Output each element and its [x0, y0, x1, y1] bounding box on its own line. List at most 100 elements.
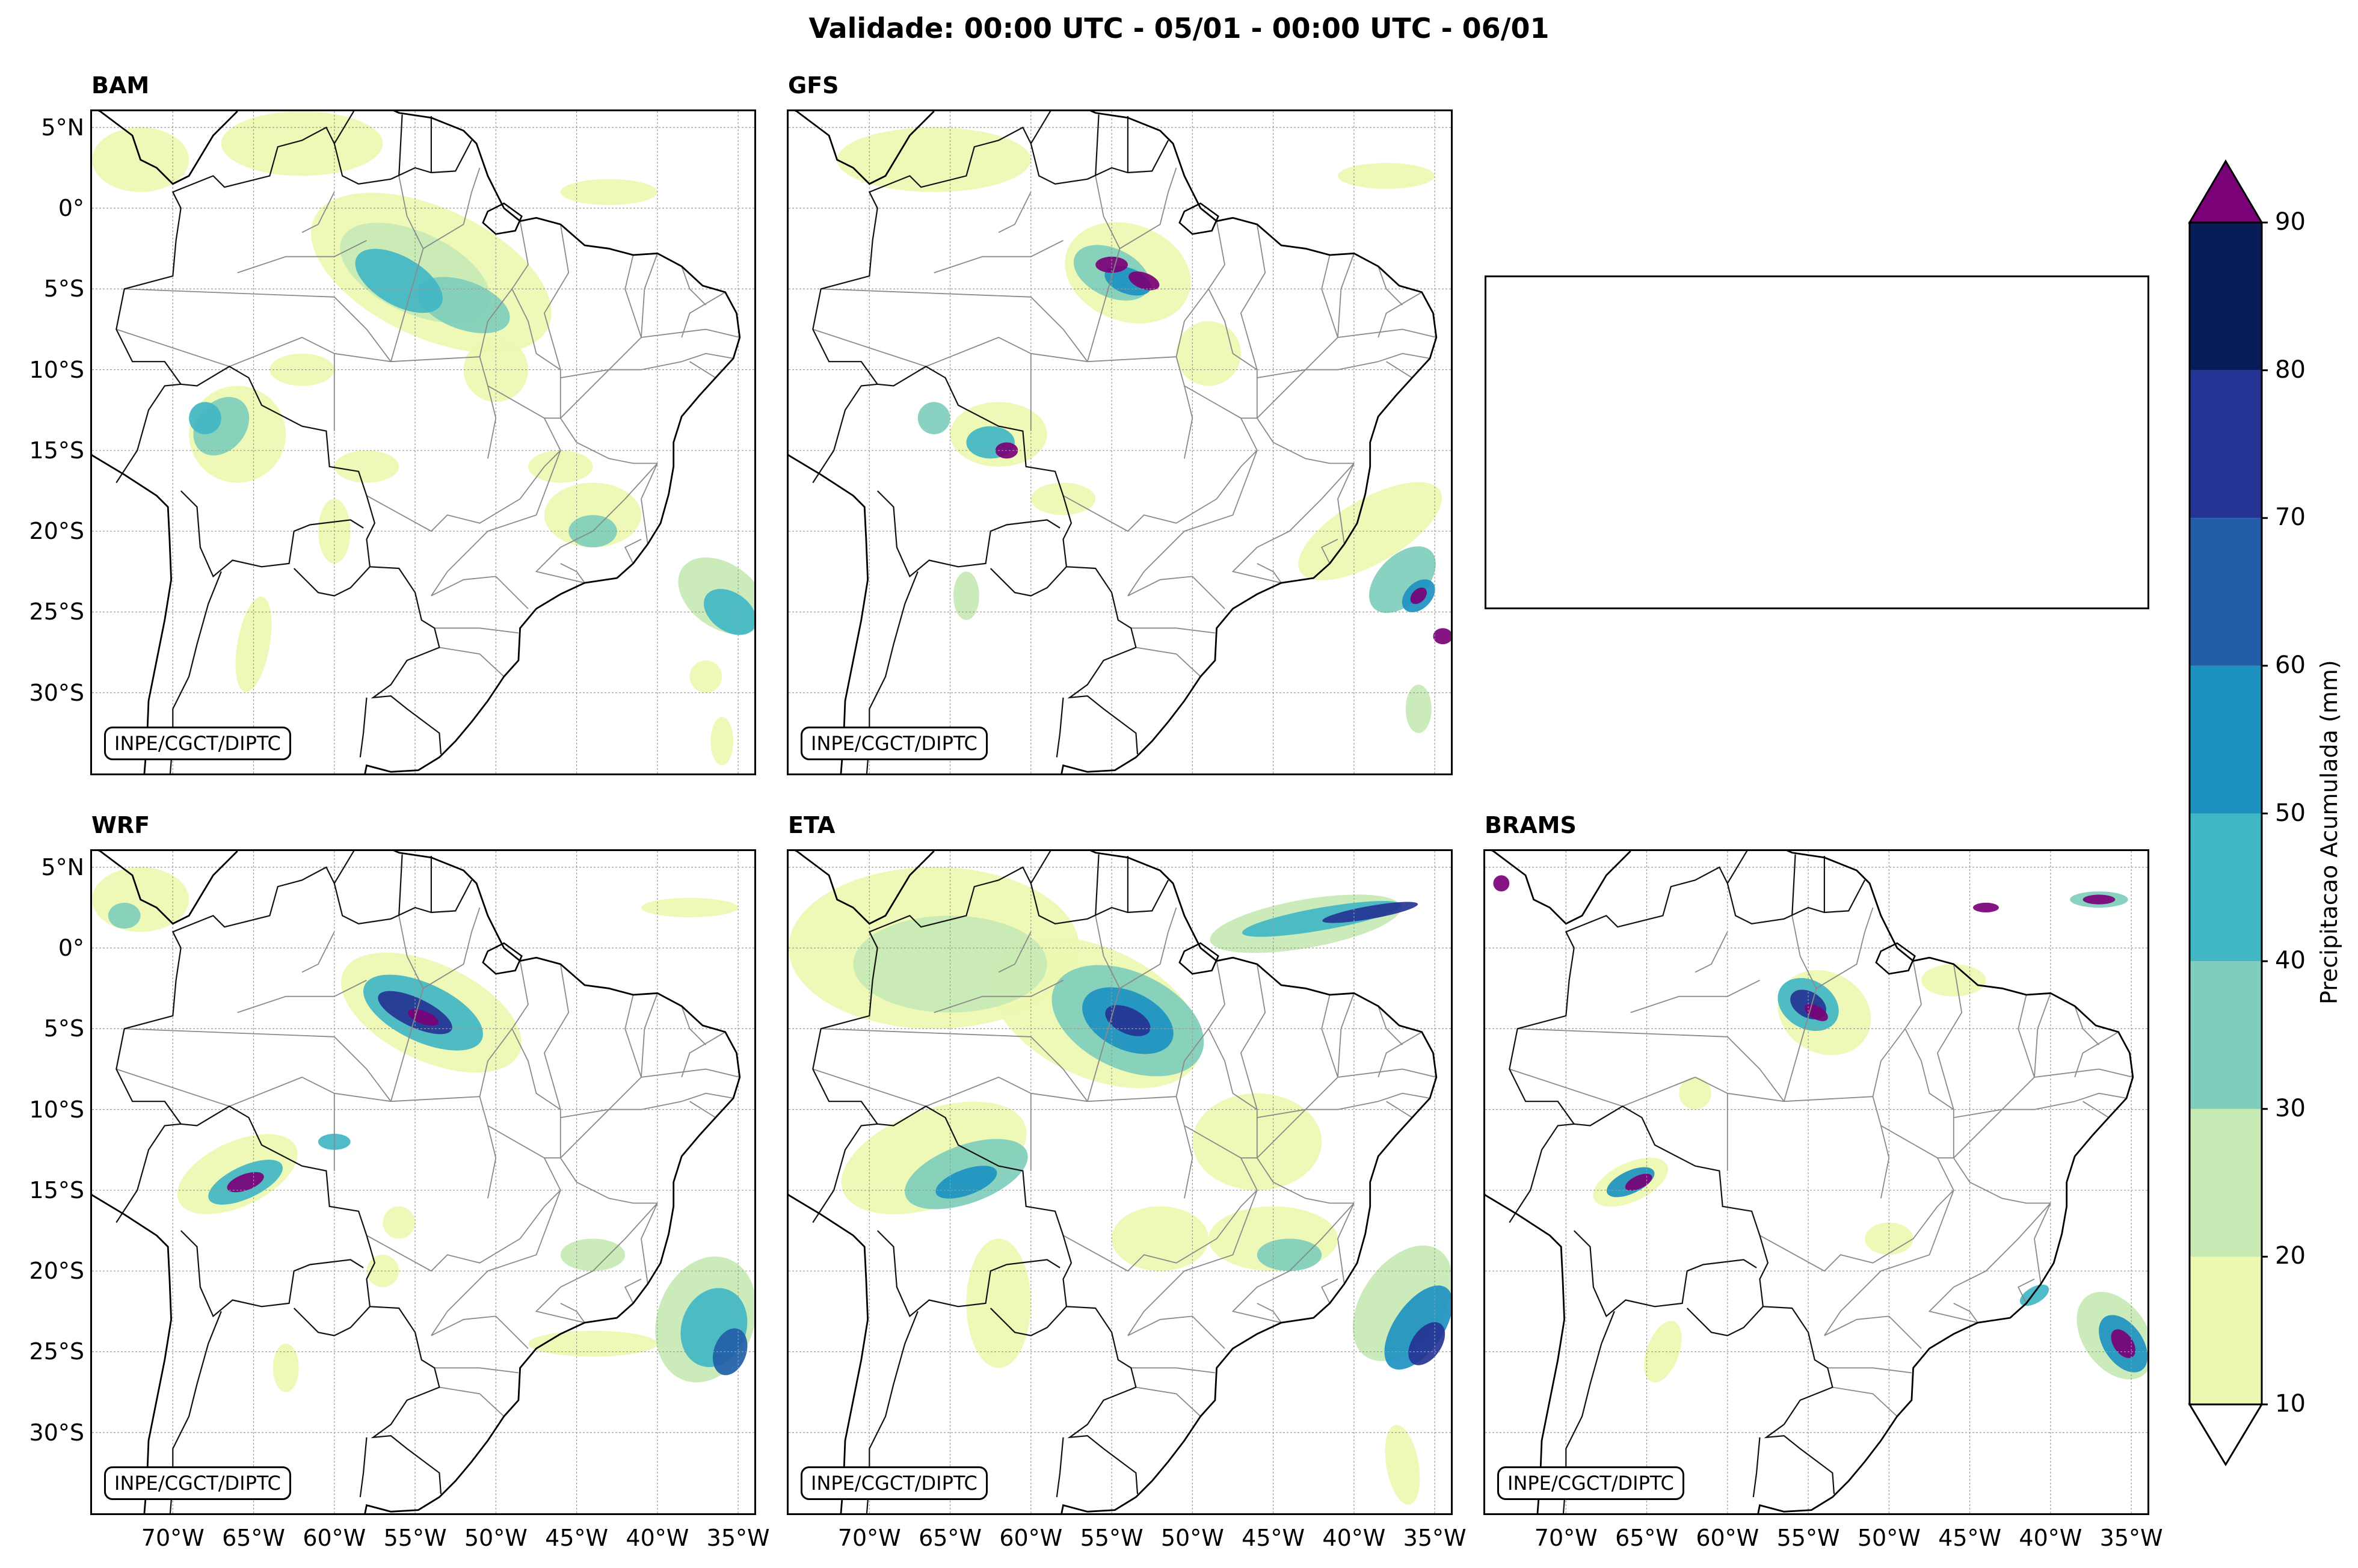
coastline-path: [789, 1193, 869, 1513]
lon-label: 35°W: [1403, 1525, 1467, 1551]
colorbar-segment: [2190, 518, 2262, 666]
state-border: [689, 1101, 716, 1118]
state-border: [1136, 1386, 1201, 1417]
state-border: [1386, 361, 1413, 378]
coastline-path: [364, 851, 741, 1513]
state-border: [560, 563, 585, 583]
precip-contour: [1176, 321, 1241, 386]
country-border: [359, 697, 368, 758]
lon-label: 65°W: [222, 1525, 285, 1551]
precip-contour: [528, 450, 593, 483]
country-border: [1030, 851, 1051, 884]
state-border: [998, 931, 1032, 973]
state-borders: [116, 907, 740, 1417]
state-border: [641, 1203, 658, 1284]
state-borders: [1509, 907, 2134, 1417]
country-border: [812, 866, 1169, 1125]
lon-label: 70°W: [141, 1525, 205, 1551]
precip-contour: [710, 717, 734, 766]
state-border: [2034, 992, 2051, 1078]
precip-contour: [966, 1238, 1031, 1368]
coastline-path: [1060, 851, 1438, 1513]
state-border: [1257, 1303, 1282, 1323]
precip-contour: [1972, 902, 1999, 913]
state-border: [1630, 979, 1760, 1013]
country-border: [1095, 114, 1100, 176]
state-border: [535, 1202, 658, 1323]
coastline-path: [92, 1193, 173, 1513]
colorbar-segment: [2190, 223, 2262, 370]
precip-contour: [1338, 162, 1435, 189]
state-border: [237, 239, 367, 274]
state-border: [681, 1031, 726, 1078]
coastline-path: [97, 111, 238, 185]
state-border: [229, 337, 335, 431]
state-border: [1337, 328, 1437, 338]
state-border: [1127, 576, 1225, 609]
colorbar-tick-label: 20: [2275, 1242, 2306, 1270]
precip-contour: [108, 902, 141, 929]
state-border: [434, 1367, 519, 1374]
state-border: [124, 1028, 392, 1102]
colorbar-segment: [2190, 665, 2262, 814]
colorbar-tick-label: 60: [2275, 651, 2306, 679]
country-border: [1573, 1230, 1757, 1318]
country-border: [990, 1306, 1067, 1336]
precip-contour: [935, 1166, 997, 1199]
colorbar-segment: [2190, 1256, 2262, 1404]
state-border: [543, 224, 570, 370]
state-border: [1175, 221, 1225, 357]
marajo-island: [1875, 942, 1916, 975]
state-border: [1759, 1125, 1954, 1272]
lon-label: 65°W: [1615, 1525, 1678, 1551]
colorbar-segment: [2190, 370, 2262, 518]
country-border: [990, 566, 1067, 597]
lat-label: 10°S: [29, 356, 84, 383]
state-border: [535, 463, 658, 583]
precipitation-field: [837, 127, 1451, 733]
map-panel-brams: INPE/CGCT/DIPTC: [1483, 849, 2149, 1515]
panel-title-brams: BRAMS: [1485, 812, 1577, 838]
country-border: [1509, 866, 1866, 1125]
country-border: [1686, 1306, 1764, 1336]
precip-contour: [917, 402, 950, 435]
marajo-island: [1178, 202, 1219, 235]
state-border: [511, 288, 561, 419]
lon-label: 60°W: [1696, 1525, 1759, 1551]
state-border: [2034, 1068, 2134, 1078]
precip-contour: [1493, 875, 1510, 892]
state-border: [1337, 1068, 1437, 1078]
state-border: [334, 352, 497, 459]
country-border: [398, 114, 403, 176]
state-border: [681, 1092, 734, 1102]
precip-contour: [383, 1206, 416, 1239]
precip-contour: [1128, 271, 1160, 291]
lon-label: 35°W: [2099, 1525, 2163, 1551]
precip-contour: [2082, 894, 2116, 905]
map-canvas: [92, 111, 754, 773]
country-border: [812, 126, 1169, 385]
state-border: [1953, 994, 2036, 1118]
precip-contour: [1385, 1425, 1420, 1505]
lat-label: 5°S: [43, 275, 84, 303]
lat-label: 30°S: [29, 679, 84, 706]
colorbar-tick-label: 10: [2275, 1390, 2306, 1418]
panel-title-gfs: GFS: [788, 72, 839, 99]
state-border: [1320, 538, 1338, 564]
state-border: [1517, 1028, 1785, 1102]
lat-label: 5°N: [41, 853, 84, 881]
state-border: [439, 1386, 505, 1417]
precip-contour: [1921, 964, 1986, 997]
state-border: [1119, 167, 1177, 250]
panel-title-wrf: WRF: [91, 812, 150, 838]
country-borders: [789, 111, 1169, 773]
state-border: [925, 337, 1032, 431]
state-border: [1816, 907, 1874, 989]
credit-label: INPE/CGCT/DIPTC: [801, 727, 988, 760]
coastline-path: [1060, 111, 1438, 773]
precip-contour: [1433, 628, 1451, 645]
state-border: [301, 931, 335, 973]
map-panel-wrf: INPE/CGCT/DIPTC: [90, 849, 756, 1515]
lat-label: 25°S: [29, 598, 84, 626]
country-border: [115, 866, 473, 1125]
